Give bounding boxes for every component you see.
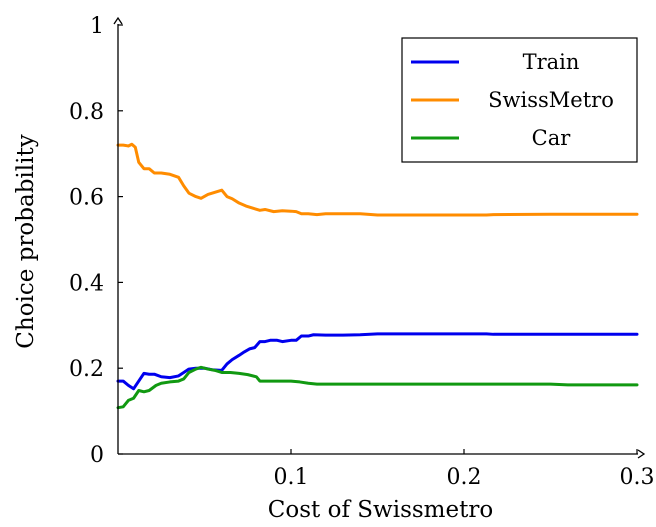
- y-tick-label: 0: [90, 443, 104, 468]
- y-tick-label: 0.4: [69, 271, 104, 296]
- legend: Train SwissMetro Car: [401, 37, 638, 163]
- y-axis-title: Choice probability: [13, 134, 39, 348]
- y-axis-arrow: [113, 16, 123, 25]
- plot-lines: [116, 142, 639, 410]
- legend-label-train: Train: [523, 50, 580, 74]
- legend-label-car: Car: [532, 126, 572, 150]
- x-tick-label: 0.1: [274, 465, 309, 490]
- series-line-swissmetro: [116, 142, 639, 217]
- series-line-car: [116, 365, 639, 410]
- series-line-train: [116, 332, 639, 391]
- x-axis-arrow: [637, 449, 646, 459]
- y-tick-label: 0.2: [69, 357, 104, 382]
- y-tick-label: 0.8: [69, 100, 104, 125]
- x-tick-label: 0.2: [447, 465, 482, 490]
- axes: 0.1 0.2 0.3 0 0.2 0.4 0.6 0.8 1: [69, 14, 655, 490]
- y-tick-label: 0.6: [69, 186, 104, 211]
- x-axis-title: Cost of Swissmetro: [268, 497, 493, 523]
- y-tick-label: 1: [90, 14, 104, 39]
- legend-label-swissmetro: SwissMetro: [488, 88, 614, 112]
- x-tick-label: 0.3: [620, 465, 655, 490]
